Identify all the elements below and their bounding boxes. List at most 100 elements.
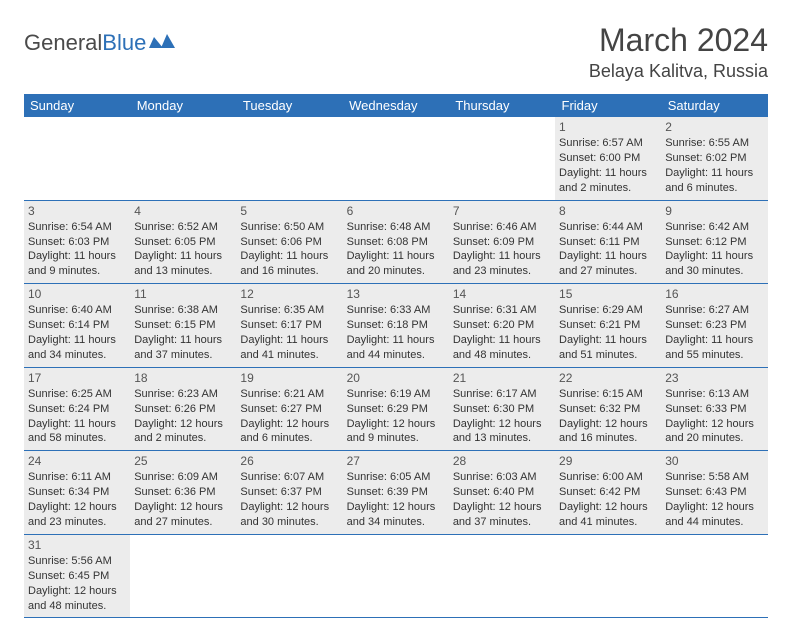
day-number: 13 (347, 286, 445, 302)
daylight-text: Daylight: 12 hours and 2 minutes. (134, 417, 232, 447)
day-number: 10 (28, 286, 126, 302)
sunset-text: Sunset: 6:00 PM (559, 151, 657, 166)
sunset-text: Sunset: 6:36 PM (134, 485, 232, 500)
sunrise-text: Sunrise: 6:09 AM (134, 470, 232, 485)
calendar-week-row: 31Sunrise: 5:56 AMSunset: 6:45 PMDayligh… (24, 534, 768, 618)
calendar-day-cell: 17Sunrise: 6:25 AMSunset: 6:24 PMDayligh… (24, 367, 130, 451)
calendar-day-cell: 27Sunrise: 6:05 AMSunset: 6:39 PMDayligh… (343, 451, 449, 535)
sunset-text: Sunset: 6:03 PM (28, 235, 126, 250)
daylight-text: Daylight: 12 hours and 48 minutes. (28, 584, 126, 614)
sunrise-text: Sunrise: 6:48 AM (347, 220, 445, 235)
sunrise-text: Sunrise: 6:25 AM (28, 387, 126, 402)
sunrise-text: Sunrise: 6:46 AM (453, 220, 551, 235)
sunset-text: Sunset: 6:08 PM (347, 235, 445, 250)
day-number: 8 (559, 203, 657, 219)
calendar-day-cell: 28Sunrise: 6:03 AMSunset: 6:40 PMDayligh… (449, 451, 555, 535)
sunset-text: Sunset: 6:42 PM (559, 485, 657, 500)
day-number: 23 (665, 370, 763, 386)
day-number: 30 (665, 453, 763, 469)
daylight-text: Daylight: 11 hours and 37 minutes. (134, 333, 232, 363)
day-number: 17 (28, 370, 126, 386)
sunset-text: Sunset: 6:20 PM (453, 318, 551, 333)
day-number: 26 (240, 453, 338, 469)
day-number: 7 (453, 203, 551, 219)
daylight-text: Daylight: 11 hours and 34 minutes. (28, 333, 126, 363)
day-number: 25 (134, 453, 232, 469)
logo: GeneralBlue (24, 30, 175, 56)
day-number: 5 (240, 203, 338, 219)
calendar-day-cell: 29Sunrise: 6:00 AMSunset: 6:42 PMDayligh… (555, 451, 661, 535)
sunset-text: Sunset: 6:12 PM (665, 235, 763, 250)
sunrise-text: Sunrise: 6:55 AM (665, 136, 763, 151)
calendar-day-cell: 3Sunrise: 6:54 AMSunset: 6:03 PMDaylight… (24, 200, 130, 284)
sunset-text: Sunset: 6:21 PM (559, 318, 657, 333)
daylight-text: Daylight: 12 hours and 13 minutes. (453, 417, 551, 447)
sunset-text: Sunset: 6:17 PM (240, 318, 338, 333)
sunrise-text: Sunrise: 6:35 AM (240, 303, 338, 318)
calendar-week-row: 3Sunrise: 6:54 AMSunset: 6:03 PM Daylight… (24, 200, 768, 284)
calendar-day-cell: 24Sunrise: 6:11 AMSunset: 6:34 PMDayligh… (24, 451, 130, 535)
sunrise-text: Sunrise: 6:00 AM (559, 470, 657, 485)
sunrise-text: Sunrise: 6:23 AM (134, 387, 232, 402)
sunset-text: Sunset: 6:15 PM (134, 318, 232, 333)
sunrise-text: Sunrise: 6:57 AM (559, 136, 657, 151)
calendar-body: 1Sunrise: 6:57 AMSunset: 6:00 PMDaylight… (24, 117, 768, 618)
sunrise-text: Sunrise: 6:15 AM (559, 387, 657, 402)
sunset-text: Sunset: 6:02 PM (665, 151, 763, 166)
sunrise-text: Sunrise: 6:50 AM (240, 220, 338, 235)
calendar-day-cell: 7Sunrise: 6:46 AMSunset: 6:09 PMDaylight… (449, 200, 555, 284)
title-block: March 2024 Belaya Kalitva, Russia (589, 22, 768, 82)
calendar-week-row: 24Sunrise: 6:11 AMSunset: 6:34 PMDayligh… (24, 451, 768, 535)
daylight-text: Daylight: 12 hours and 20 minutes. (665, 417, 763, 447)
daylight-text: Daylight: 12 hours and 34 minutes. (347, 500, 445, 530)
day-number: 19 (240, 370, 338, 386)
calendar-day-cell (343, 534, 449, 618)
sunset-text: Sunset: 6:32 PM (559, 402, 657, 417)
sunrise-text: Sunrise: 6:07 AM (240, 470, 338, 485)
daylight-text: Daylight: 11 hours and 27 minutes. (559, 249, 657, 279)
sunrise-text: Sunrise: 6:27 AM (665, 303, 763, 318)
sunset-text: Sunset: 6:09 PM (453, 235, 551, 250)
sunrise-text: Sunrise: 6:38 AM (134, 303, 232, 318)
calendar-header-row: Sunday Monday Tuesday Wednesday Thursday… (24, 94, 768, 117)
day-number: 2 (665, 119, 763, 135)
sunset-text: Sunset: 6:27 PM (240, 402, 338, 417)
calendar-day-cell: 22Sunrise: 6:15 AMSunset: 6:32 PMDayligh… (555, 367, 661, 451)
daylight-text: Daylight: 11 hours and 51 minutes. (559, 333, 657, 363)
logo-text-2: Blue (102, 30, 146, 56)
day-number: 4 (134, 203, 232, 219)
daylight-text: Daylight: 12 hours and 41 minutes. (559, 500, 657, 530)
daylight-text: Daylight: 11 hours and 41 minutes. (240, 333, 338, 363)
calendar-day-cell (661, 534, 767, 618)
day-number: 20 (347, 370, 445, 386)
calendar-day-cell: 13Sunrise: 6:33 AMSunset: 6:18 PMDayligh… (343, 284, 449, 368)
sunset-text: Sunset: 6:26 PM (134, 402, 232, 417)
daylight-text: Daylight: 11 hours and 20 minutes. (347, 249, 445, 279)
calendar-day-cell: 15Sunrise: 6:29 AMSunset: 6:21 PMDayligh… (555, 284, 661, 368)
daylight-text: Daylight: 12 hours and 30 minutes. (240, 500, 338, 530)
calendar-day-cell: 4Sunrise: 6:52 AMSunset: 6:05 PMDaylight… (130, 200, 236, 284)
sunrise-text: Sunrise: 6:54 AM (28, 220, 126, 235)
calendar-day-cell (555, 534, 661, 618)
daylight-text: Daylight: 11 hours and 16 minutes. (240, 249, 338, 279)
sunset-text: Sunset: 6:43 PM (665, 485, 763, 500)
daylight-text: Daylight: 11 hours and 48 minutes. (453, 333, 551, 363)
daylight-text: Daylight: 11 hours and 55 minutes. (665, 333, 763, 363)
sunrise-text: Sunrise: 6:42 AM (665, 220, 763, 235)
daylight-text: Daylight: 12 hours and 6 minutes. (240, 417, 338, 447)
daylight-text: Daylight: 12 hours and 44 minutes. (665, 500, 763, 530)
day-number: 3 (28, 203, 126, 219)
calendar-week-row: 17Sunrise: 6:25 AMSunset: 6:24 PM Dayligh… (24, 367, 768, 451)
col-monday: Monday (130, 94, 236, 117)
sunrise-text: Sunrise: 5:56 AM (28, 554, 126, 569)
sunrise-text: Sunrise: 5:58 AM (665, 470, 763, 485)
daylight-text: Daylight: 12 hours and 27 minutes. (134, 500, 232, 530)
sunrise-text: Sunrise: 6:17 AM (453, 387, 551, 402)
calendar-day-cell (130, 117, 236, 200)
daylight-text: Daylight: 12 hours and 37 minutes. (453, 500, 551, 530)
sunset-text: Sunset: 6:40 PM (453, 485, 551, 500)
sunset-text: Sunset: 6:24 PM (28, 402, 126, 417)
day-number: 27 (347, 453, 445, 469)
calendar-week-row: 1Sunrise: 6:57 AMSunset: 6:00 PMDaylight… (24, 117, 768, 200)
calendar-day-cell: 8Sunrise: 6:44 AMSunset: 6:11 PMDaylight… (555, 200, 661, 284)
